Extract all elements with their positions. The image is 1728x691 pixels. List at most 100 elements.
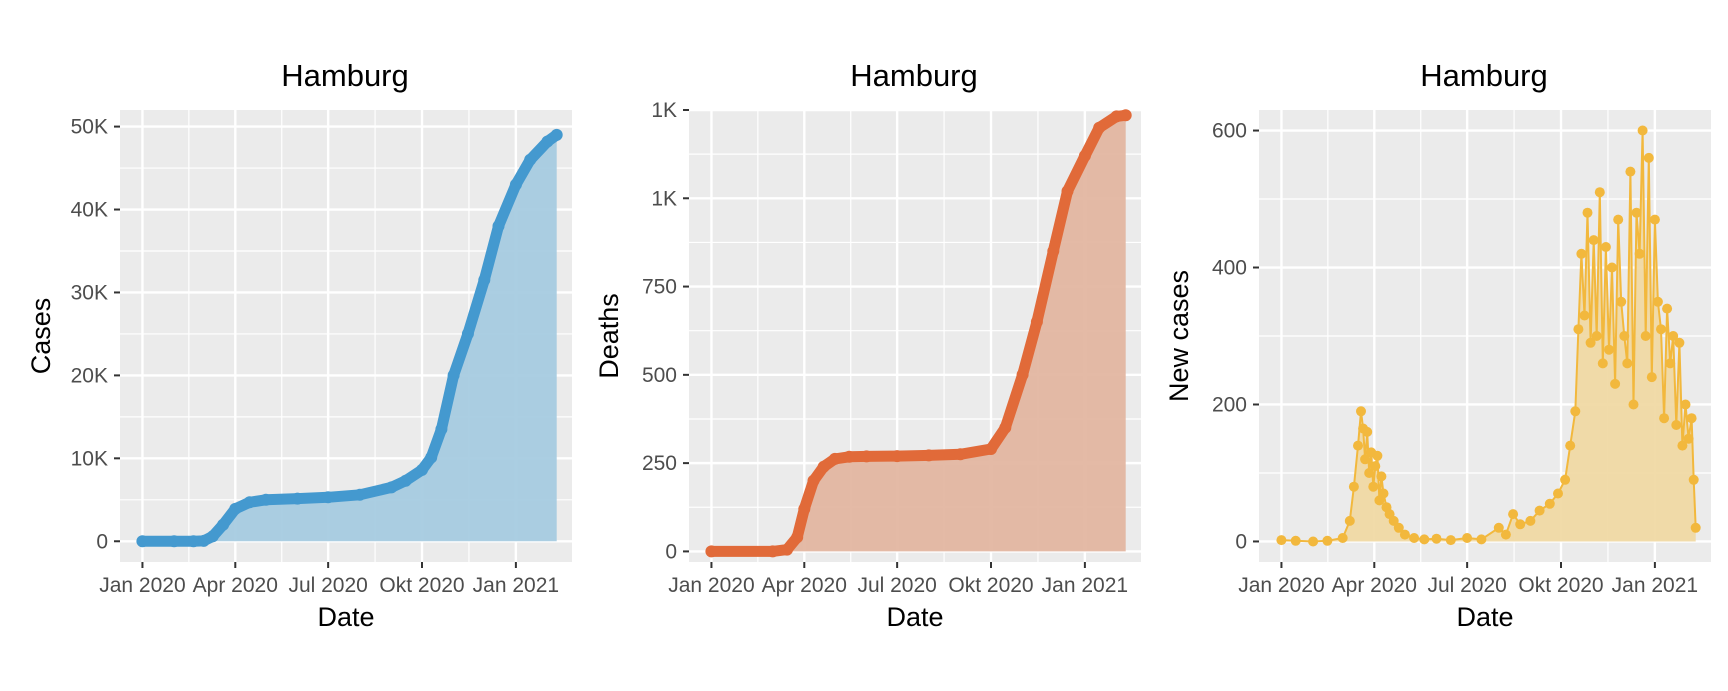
x-tick-label: Jan 2021: [473, 574, 559, 597]
data-point: [1625, 166, 1636, 177]
series-area: [1276, 125, 1701, 547]
data-point: [541, 135, 554, 148]
data-point: [828, 452, 841, 465]
data-point: [1348, 481, 1359, 492]
y-axis-label: Deaths: [594, 293, 624, 379]
data-point: [1637, 125, 1648, 136]
data-point: [1093, 121, 1106, 134]
data-point: [322, 491, 335, 504]
data-point: [1119, 109, 1132, 122]
data-point: [817, 460, 830, 473]
data-point: [891, 450, 904, 463]
panel-cases: Hamburg Jan 2020 Apr 2020 Jul 2020 Okt 2020…: [26, 58, 572, 632]
data-point: [1662, 303, 1673, 314]
data-point: [1665, 358, 1676, 369]
data-point: [1573, 324, 1584, 335]
y-axis-label: Cases: [26, 298, 56, 375]
y-tick-label: 500: [642, 364, 677, 387]
x-axis-ticks: Jan 2020 Apr 2020 Jul 2020 Okt 2020 Jan 2021: [99, 562, 559, 597]
data-point: [478, 274, 491, 286]
data-point: [1585, 337, 1596, 348]
data-point: [492, 220, 505, 233]
data-point: [229, 502, 242, 515]
y-tick-label: 30K: [71, 281, 108, 304]
x-tick-label: Okt 2020: [1518, 574, 1603, 597]
y-tick-label: 400: [1212, 257, 1247, 280]
data-point: [1370, 461, 1381, 472]
data-point: [385, 481, 398, 494]
data-point: [1362, 426, 1373, 437]
data-point: [1631, 207, 1642, 218]
x-tick-label: Apr 2020: [762, 574, 847, 597]
data-point: [1622, 358, 1633, 369]
data-point: [1565, 440, 1576, 451]
panel-title: Hamburg: [281, 58, 409, 93]
data-point: [1493, 522, 1504, 533]
data-point: [1544, 498, 1555, 509]
data-point: [705, 545, 718, 558]
data-point: [1613, 214, 1624, 225]
x-axis-label: Date: [886, 602, 943, 632]
data-point: [922, 449, 935, 462]
data-point: [1364, 468, 1375, 478]
y-axis-ticks: 0 200 400 600: [1212, 120, 1259, 553]
data-point: [1668, 331, 1679, 341]
x-axis-ticks: Jan 2020 Apr 2020 Jul 2020 Okt 2020 Jan 2021: [668, 562, 1128, 597]
data-point: [168, 535, 181, 548]
data-point: [1671, 420, 1682, 430]
data-point: [1322, 535, 1333, 546]
data-point: [1570, 406, 1581, 417]
data-point: [985, 443, 997, 455]
y-tick-label: 20K: [71, 364, 108, 387]
data-point: [259, 493, 272, 506]
data-point: [1376, 471, 1387, 482]
data-point: [1016, 368, 1029, 381]
data-point: [1344, 515, 1355, 526]
data-point: [1616, 296, 1627, 307]
y-tick-label: 200: [1212, 393, 1247, 416]
data-point: [1628, 399, 1639, 410]
y-axis-ticks: 0 250 500 750 1K 1K: [642, 99, 689, 563]
data-point: [1688, 474, 1699, 485]
series-area: [136, 128, 563, 548]
data-point: [197, 534, 210, 547]
data-point: [860, 450, 873, 463]
data-point: [243, 496, 256, 509]
data-point: [1047, 245, 1060, 258]
x-tick-label: Apr 2020: [193, 574, 278, 597]
panel-new-cases: Hamburg Jan 2020 Apr 2020 Jul 2020 Okt 2020…: [1164, 58, 1711, 632]
data-point: [1646, 372, 1657, 383]
data-point: [217, 518, 230, 531]
data-point: [136, 535, 149, 548]
data-point: [1588, 235, 1599, 246]
data-point: [1409, 533, 1420, 543]
y-tick-label: 1K: [651, 187, 677, 210]
series-area: [705, 109, 1132, 558]
y-tick-label: 10K: [71, 447, 108, 470]
data-point: [1378, 488, 1389, 499]
data-point: [1677, 440, 1688, 451]
data-point: [1431, 533, 1442, 544]
data-point: [1683, 433, 1694, 444]
y-tick-label: 250: [642, 452, 677, 475]
x-tick-label: Jul 2020: [288, 574, 367, 597]
x-tick-label: Jan 2021: [1042, 574, 1128, 597]
x-tick-label: Jan 2020: [1238, 574, 1324, 597]
x-axis-label: Date: [1456, 602, 1513, 632]
data-point: [1591, 331, 1602, 341]
data-point: [353, 488, 366, 501]
data-point: [1534, 505, 1545, 516]
y-tick-label: 0: [665, 540, 677, 563]
y-tick-label: 600: [1212, 120, 1247, 143]
panel-title: Hamburg: [850, 58, 978, 93]
area-fill: [711, 115, 1126, 552]
data-point: [187, 535, 200, 548]
data-point: [1360, 454, 1371, 465]
y-tick-label: 0: [1235, 530, 1247, 553]
data-point: [1680, 399, 1691, 410]
x-tick-label: Jan 2020: [99, 574, 185, 597]
data-point: [1393, 522, 1404, 533]
area-fill: [142, 134, 557, 542]
y-tick-label: 40K: [71, 199, 108, 222]
